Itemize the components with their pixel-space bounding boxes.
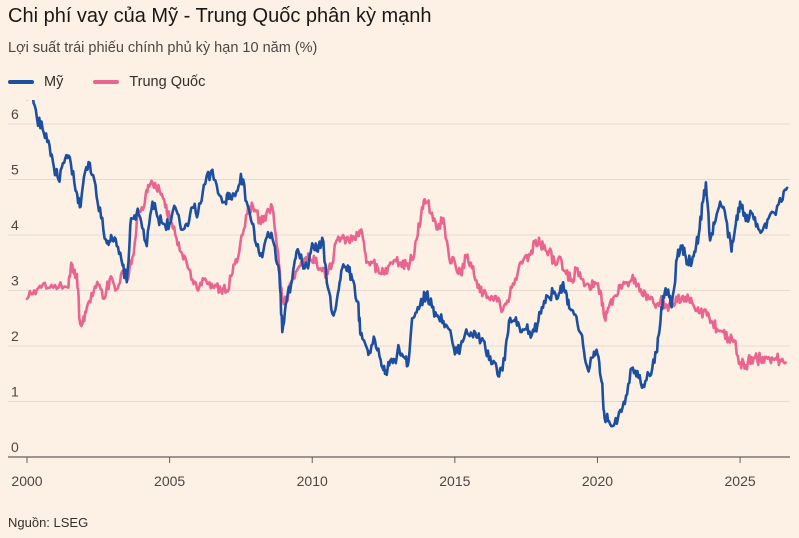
y-tick-label: 3 bbox=[11, 273, 19, 289]
line-chart: 0 1 2 3 4 5 6 2000 2005 2010 2015 2020 2025 bbox=[8, 100, 790, 489]
chart-series bbox=[25, 100, 789, 428]
legend-label-us: Mỹ bbox=[44, 74, 64, 90]
chart-title: Chi phí vay của Mỹ - Trung Quốc phân kỳ … bbox=[8, 5, 432, 27]
legend-item-china: Trung Quốc bbox=[93, 74, 205, 90]
x-tick-label: 2020 bbox=[582, 473, 613, 489]
y-tick-label: 6 bbox=[11, 106, 19, 122]
legend-swatch-china bbox=[93, 80, 120, 84]
y-tick-label: 0 bbox=[11, 439, 19, 455]
y-tick-label: 2 bbox=[11, 328, 19, 344]
x-tick-label: 2010 bbox=[297, 473, 328, 489]
y-axis-tick-labels: 0 1 2 3 4 5 6 bbox=[11, 106, 19, 455]
y-tick-label: 1 bbox=[11, 384, 19, 400]
legend-label-china: Trung Quốc bbox=[129, 74, 206, 90]
legend-item-us: Mỹ bbox=[8, 74, 63, 90]
chart-legend: Mỹ Trung Quốc bbox=[8, 74, 235, 90]
grid-lines bbox=[8, 123, 790, 458]
y-tick-label: 5 bbox=[11, 162, 19, 178]
x-tick-label: 2015 bbox=[439, 473, 470, 489]
source-note: Nguồn: LSEG bbox=[8, 515, 89, 530]
legend-swatch-us bbox=[8, 80, 34, 84]
series-line-us bbox=[26, 100, 789, 428]
y-tick-label: 4 bbox=[11, 217, 19, 233]
x-tick-label: 2005 bbox=[154, 473, 185, 489]
x-tick-label: 2000 bbox=[11, 473, 42, 489]
x-axis: 2000 2005 2010 2015 2020 2025 bbox=[11, 457, 756, 489]
series-line-china bbox=[25, 179, 787, 371]
chart-subtitle: Lợi suất trái phiếu chính phủ kỳ hạn 10 … bbox=[8, 40, 318, 56]
x-tick-label: 2025 bbox=[725, 473, 756, 489]
